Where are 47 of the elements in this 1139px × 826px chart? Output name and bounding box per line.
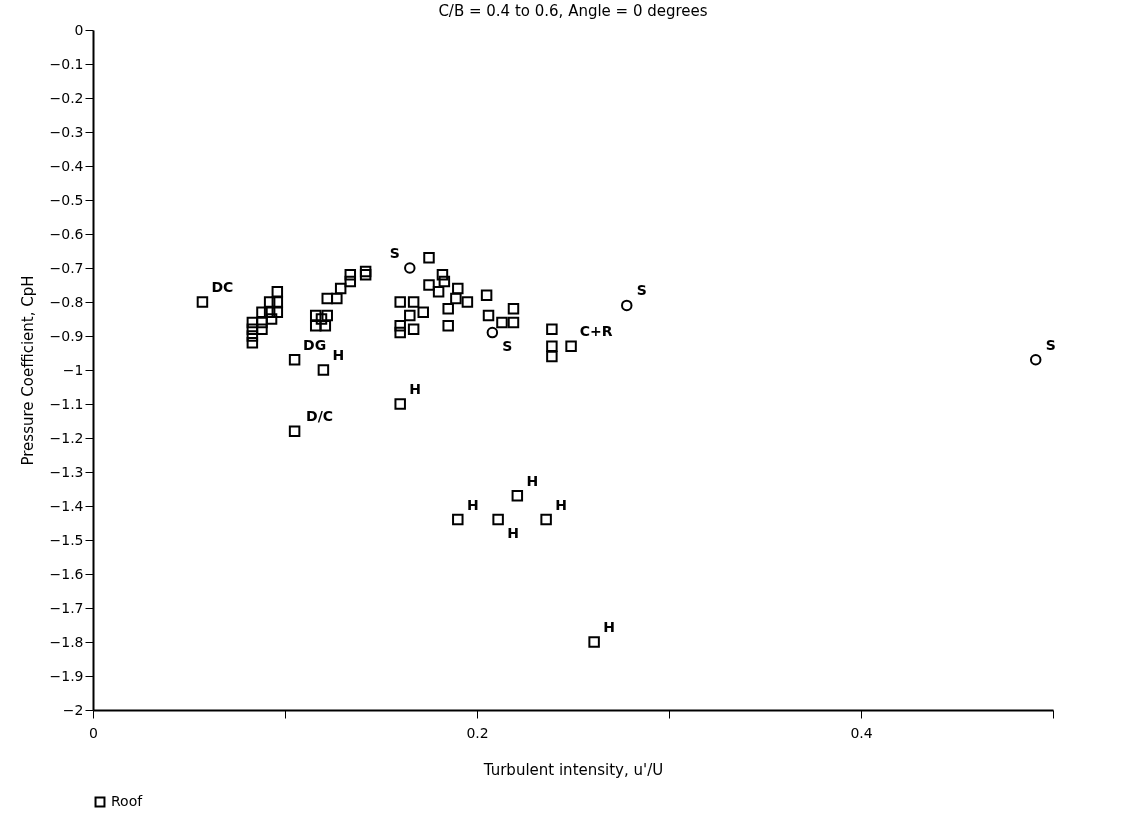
x-tick-label: 0.4 bbox=[850, 724, 873, 741]
annotation: H bbox=[507, 524, 519, 541]
annotation: H bbox=[409, 381, 422, 397]
y-tick-label: −0.5 bbox=[49, 191, 84, 208]
y-tick-label: −0.9 bbox=[49, 327, 84, 344]
x-tick-label: 0 bbox=[89, 724, 98, 741]
annotation: S bbox=[636, 282, 647, 299]
y-tick-label: −0.3 bbox=[49, 123, 84, 140]
y-tick-label: −1.3 bbox=[49, 463, 84, 480]
point bbox=[1029, 354, 1042, 366]
x-tick-label: 0.2 bbox=[466, 724, 489, 741]
y-tick-label: −0.1 bbox=[49, 55, 84, 72]
annotation: H bbox=[466, 496, 479, 513]
y-tick-label: −1.5 bbox=[49, 531, 84, 548]
annotation: S bbox=[1045, 336, 1056, 353]
y-tick-label: −1.9 bbox=[49, 667, 84, 684]
annotation: DC bbox=[211, 279, 234, 295]
annotation: C+R bbox=[579, 323, 613, 340]
y-tick-label: −1.8 bbox=[49, 633, 84, 650]
point bbox=[486, 326, 499, 339]
y-tick-label: −1.4 bbox=[49, 497, 84, 514]
annotation: S bbox=[389, 245, 400, 261]
y-tick-label: −0.6 bbox=[49, 225, 84, 242]
y-tick-label: −1.6 bbox=[49, 565, 84, 582]
y-tick-label: −0.8 bbox=[49, 293, 84, 310]
annotation: H bbox=[555, 496, 567, 513]
annotation: D/C bbox=[306, 408, 334, 425]
point bbox=[621, 299, 633, 312]
y-axis-title: Pressure Coefficient, CpH bbox=[18, 275, 37, 466]
y-tick-label: −0.7 bbox=[49, 259, 84, 276]
y-tick-label: −0.4 bbox=[49, 157, 84, 174]
y-tick-label: −1.2 bbox=[49, 429, 84, 446]
x-axis-title: Turbulent intensity, u'/U bbox=[482, 760, 664, 779]
y-tick-label: −1.7 bbox=[49, 599, 84, 616]
annotation: S bbox=[502, 337, 513, 354]
annotation: H bbox=[526, 472, 539, 489]
annotation: DG bbox=[303, 336, 327, 353]
chart-title: C/B = 0.4 to 0.6, Angle = 0 degrees bbox=[438, 2, 708, 20]
point bbox=[404, 262, 416, 274]
y-tick-label: 0 bbox=[74, 21, 84, 38]
annotation: H bbox=[603, 619, 615, 635]
y-tick-label: −1 bbox=[62, 361, 84, 378]
y-tick-label: −0.2 bbox=[49, 89, 84, 106]
y-tick-label: −2 bbox=[62, 701, 84, 718]
annotation: H bbox=[332, 347, 345, 363]
legend-label: Roof bbox=[111, 793, 144, 809]
y-tick-label: −1.1 bbox=[49, 395, 84, 412]
